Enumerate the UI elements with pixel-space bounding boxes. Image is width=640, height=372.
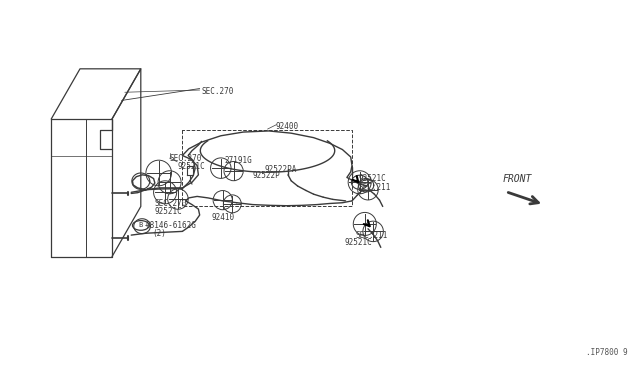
Text: (2): (2) — [152, 229, 166, 238]
Text: SEC.211: SEC.211 — [355, 231, 388, 240]
Text: SEC.270: SEC.270 — [155, 199, 188, 208]
Text: 92521C: 92521C — [155, 207, 182, 216]
Text: .IP7800 9: .IP7800 9 — [586, 348, 627, 357]
Text: SEC.270: SEC.270 — [202, 87, 234, 96]
Text: 92521C: 92521C — [358, 174, 386, 183]
Text: 92522PA: 92522PA — [264, 165, 297, 174]
Text: 92522P: 92522P — [253, 171, 280, 180]
Text: 92400: 92400 — [275, 122, 298, 131]
Text: FRONT: FRONT — [502, 174, 532, 184]
Text: SEC.270: SEC.270 — [170, 154, 202, 163]
Text: B: B — [139, 222, 143, 228]
Text: 92521C: 92521C — [177, 162, 205, 171]
Text: 92410: 92410 — [211, 213, 234, 222]
Text: 92521C: 92521C — [344, 238, 372, 247]
Text: SEC.211: SEC.211 — [358, 183, 391, 192]
Text: 08146-6162G: 08146-6162G — [146, 221, 196, 230]
Text: 27191G: 27191G — [224, 156, 252, 165]
